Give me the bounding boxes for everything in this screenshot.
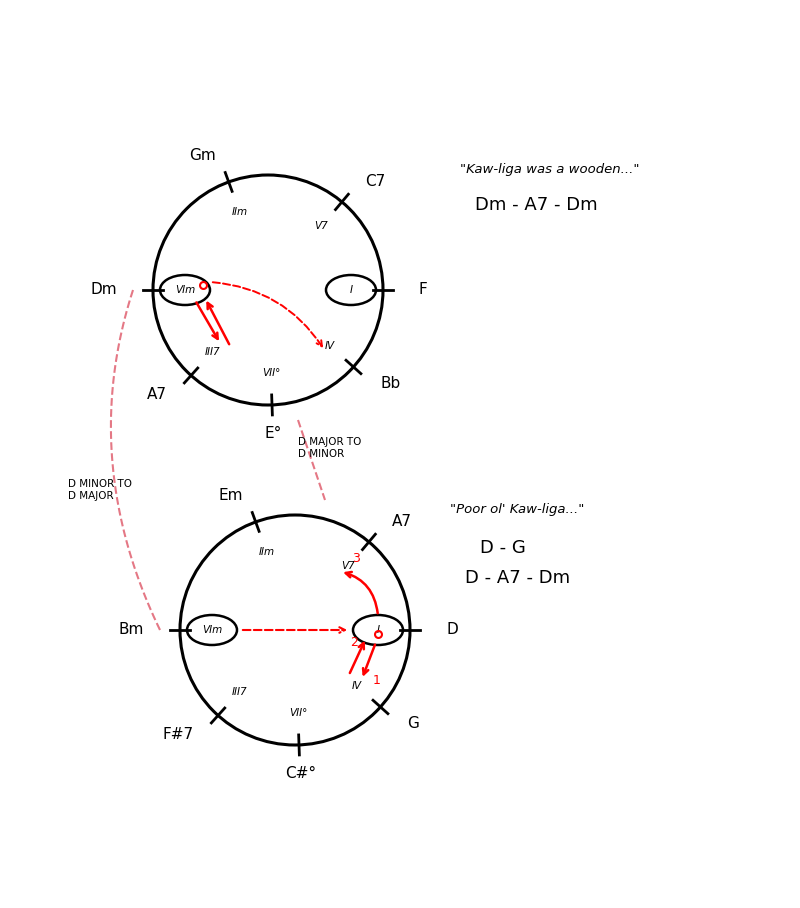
Text: Dm: Dm	[90, 282, 117, 298]
Text: E°: E°	[265, 426, 282, 441]
Text: V7: V7	[314, 222, 328, 232]
Text: C#°: C#°	[285, 766, 316, 781]
Text: 2: 2	[350, 636, 358, 649]
Text: "Kaw-liga was a wooden...": "Kaw-liga was a wooden..."	[460, 163, 639, 176]
Text: I: I	[377, 625, 379, 635]
Text: III7: III7	[232, 686, 247, 696]
Text: F: F	[419, 282, 428, 298]
Text: IV: IV	[325, 340, 334, 350]
Text: I: I	[350, 285, 353, 295]
Text: D MINOR TO
D MAJOR: D MINOR TO D MAJOR	[68, 479, 132, 501]
Text: VII°: VII°	[262, 368, 280, 378]
Text: G: G	[407, 716, 419, 731]
Text: C7: C7	[365, 174, 386, 190]
Text: D - A7 - Dm: D - A7 - Dm	[465, 569, 570, 587]
Text: F#7: F#7	[163, 727, 194, 742]
Text: Dm - A7 - Dm: Dm - A7 - Dm	[475, 196, 598, 214]
Text: Bb: Bb	[380, 376, 401, 391]
Text: IIm: IIm	[258, 547, 274, 557]
Text: "Poor ol' Kaw-liga...": "Poor ol' Kaw-liga..."	[450, 504, 584, 517]
Text: IIm: IIm	[231, 207, 248, 217]
Text: VIm: VIm	[202, 625, 222, 635]
Text: D MAJOR TO
D MINOR: D MAJOR TO D MINOR	[298, 437, 362, 459]
Text: VII°: VII°	[289, 708, 307, 718]
Text: 1: 1	[373, 674, 381, 686]
Text: A7: A7	[392, 514, 412, 529]
Text: D: D	[446, 623, 458, 637]
Text: Em: Em	[219, 489, 243, 503]
Text: Bm: Bm	[118, 623, 144, 637]
Text: IV: IV	[352, 680, 362, 691]
Text: III7: III7	[205, 347, 220, 357]
Text: A7: A7	[147, 387, 167, 402]
Text: Gm: Gm	[190, 148, 216, 163]
Text: 3: 3	[352, 552, 360, 566]
Text: V7: V7	[342, 561, 355, 571]
Text: VIm: VIm	[175, 285, 195, 295]
Text: D - G: D - G	[480, 539, 526, 557]
